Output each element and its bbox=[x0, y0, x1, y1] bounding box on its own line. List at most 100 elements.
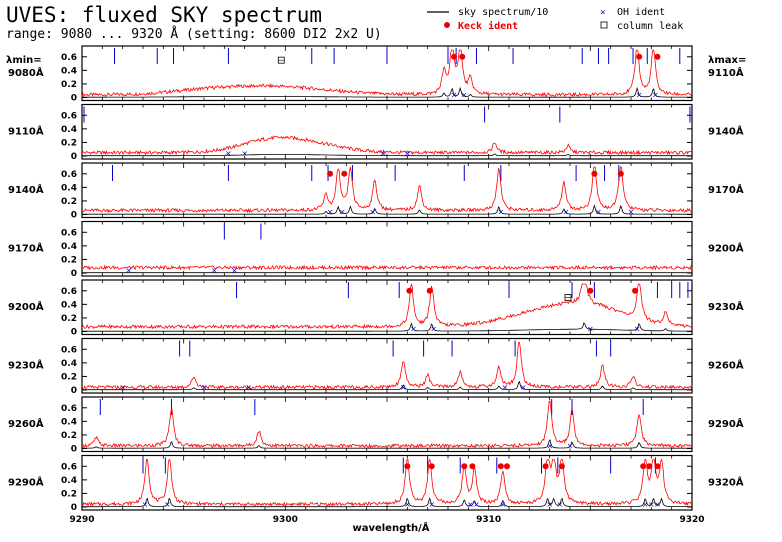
y-tick-label: 0.6 bbox=[61, 345, 77, 355]
oh-ident-marker: × bbox=[628, 208, 635, 217]
oh-ident-marker: × bbox=[119, 383, 126, 392]
keck-ident-marker bbox=[640, 463, 647, 470]
y-tick-label: 0.4 bbox=[61, 66, 77, 76]
keck-ident-marker bbox=[654, 53, 661, 60]
y-tick-label: 0.6 bbox=[61, 404, 77, 414]
chart-subtitle: range: 9080 ... 9320 Å (setting: 8600 DI… bbox=[6, 26, 382, 42]
keck-ident-marker bbox=[428, 463, 435, 470]
oh-ident-marker: × bbox=[648, 500, 655, 509]
keck-ident-marker bbox=[459, 53, 466, 60]
keck-ident-marker bbox=[587, 287, 594, 294]
y-tick-label: 0.2 bbox=[61, 138, 77, 148]
sky-spectrum-div10-line bbox=[82, 204, 692, 215]
y-tick-label: 0.2 bbox=[61, 197, 77, 207]
oh-ident-marker: × bbox=[241, 149, 248, 158]
panel-frame bbox=[81, 337, 693, 394]
oh-ident-marker: × bbox=[567, 442, 574, 451]
y-tick-label: 0.2 bbox=[61, 255, 77, 265]
oh-ident-marker: × bbox=[430, 325, 437, 334]
oh-ident-marker: × bbox=[245, 383, 252, 392]
oh-ident-marker: × bbox=[369, 208, 376, 217]
oh-ident-marker: × bbox=[339, 208, 346, 217]
keck-ident-marker bbox=[542, 463, 549, 470]
oh-ident-marker: × bbox=[556, 500, 563, 509]
keck-ident-marker bbox=[646, 463, 653, 470]
oh-ident-marker: × bbox=[380, 149, 387, 158]
keck-ident-marker bbox=[327, 170, 334, 177]
oh-ident-marker: × bbox=[546, 500, 553, 509]
y-tick-label: 0.4 bbox=[61, 300, 77, 310]
y-tick-label: 0.6 bbox=[61, 462, 77, 472]
lambda-max-heading: λmax= bbox=[708, 55, 746, 66]
keck-ident-marker bbox=[632, 287, 639, 294]
oh-ident-marker: × bbox=[563, 208, 570, 217]
lambda-max-label: 9110Å bbox=[708, 66, 744, 79]
oh-ident-marker: × bbox=[164, 500, 171, 509]
y-tick-label: 0 bbox=[71, 386, 77, 396]
lambda-max-label: 9230Å bbox=[708, 300, 744, 313]
keck-ident-marker bbox=[558, 463, 565, 470]
fluxed-sky-spectrum-line bbox=[81, 458, 693, 508]
keck-ident-marker bbox=[406, 287, 413, 294]
y-tick-label: 0 bbox=[71, 269, 77, 279]
keck-ident-marker bbox=[497, 463, 504, 470]
keck-ident-marker bbox=[503, 463, 510, 470]
oh-ident-marker: × bbox=[428, 500, 435, 509]
lambda-min-label: 9200Å bbox=[8, 300, 44, 313]
sky-spectrum-div10-line bbox=[82, 380, 692, 391]
x-tick-label: 9310 bbox=[476, 515, 501, 525]
fluxed-sky-spectrum-line bbox=[81, 282, 693, 330]
oh-ident-marker: × bbox=[461, 91, 468, 100]
oh-ident-marker: × bbox=[634, 325, 641, 334]
keck-ident-marker bbox=[404, 463, 411, 470]
fluxed-sky-spectrum-line bbox=[81, 135, 693, 156]
keck-ident-marker bbox=[636, 53, 643, 60]
x-axis-label: wavelength/Å bbox=[352, 521, 429, 534]
y-tick-label: 0.2 bbox=[61, 372, 77, 382]
x-tick-label: 9300 bbox=[273, 515, 298, 525]
keck-ident-marker bbox=[461, 463, 468, 470]
oh-ident-marker: × bbox=[654, 500, 661, 509]
oh-ident-marker: × bbox=[473, 500, 480, 509]
fluxed-sky-spectrum-line bbox=[81, 342, 693, 391]
oh-ident-marker: × bbox=[125, 266, 132, 275]
y-tick-label: 0.4 bbox=[61, 417, 77, 427]
y-tick-label: 0.6 bbox=[61, 111, 77, 121]
lambda-min-label: 9290Å bbox=[8, 476, 44, 489]
panel-5: 0 0.2 0.4 0.6 9200Å 9230Å × × × × bbox=[8, 279, 744, 338]
legend-leak-label: column leak bbox=[617, 21, 683, 32]
sky-spectrum-div10-line bbox=[82, 86, 692, 98]
oh-ident-marker: × bbox=[595, 208, 602, 217]
oh-ident-marker: × bbox=[451, 91, 458, 100]
oh-ident-marker: × bbox=[587, 325, 594, 334]
keck-ident-marker bbox=[426, 287, 433, 294]
legend-oh-marker: × bbox=[600, 8, 605, 18]
oh-ident-marker: × bbox=[520, 383, 527, 392]
lambda-max-label: 9320Å bbox=[708, 476, 744, 489]
lambda-min-label: 9230Å bbox=[8, 359, 44, 372]
sky-spectrum-div10-line bbox=[82, 322, 692, 332]
legend-keck-marker bbox=[444, 22, 450, 28]
oh-ident-marker: × bbox=[467, 500, 474, 509]
fluxed-sky-spectrum-line bbox=[81, 49, 693, 98]
oh-ident-marker: × bbox=[404, 149, 411, 158]
y-tick-label: 0.2 bbox=[61, 489, 77, 499]
keck-ident-marker bbox=[617, 170, 624, 177]
keck-ident-marker bbox=[451, 53, 458, 60]
lambda-min-label: 9260Å bbox=[8, 417, 44, 430]
y-tick-label: 0.6 bbox=[61, 170, 77, 180]
chart-title: UVES: fluxed SKY spectrum bbox=[6, 3, 322, 27]
legend: sky spectrum/10 Keck ident × OH ident co… bbox=[427, 7, 683, 32]
y-tick-label: 0.4 bbox=[61, 125, 77, 135]
oh-ident-marker: × bbox=[142, 500, 149, 509]
oh-ident-marker: × bbox=[225, 149, 232, 158]
oh-ident-marker: × bbox=[410, 325, 417, 334]
fluxed-sky-spectrum-line bbox=[81, 166, 693, 214]
legend-leak-marker bbox=[600, 21, 608, 29]
y-tick-label: 0.6 bbox=[61, 228, 77, 238]
oh-ident-marker: × bbox=[211, 266, 218, 275]
x-tick-label: 9290 bbox=[69, 515, 94, 525]
y-tick-label: 0.4 bbox=[61, 476, 77, 486]
